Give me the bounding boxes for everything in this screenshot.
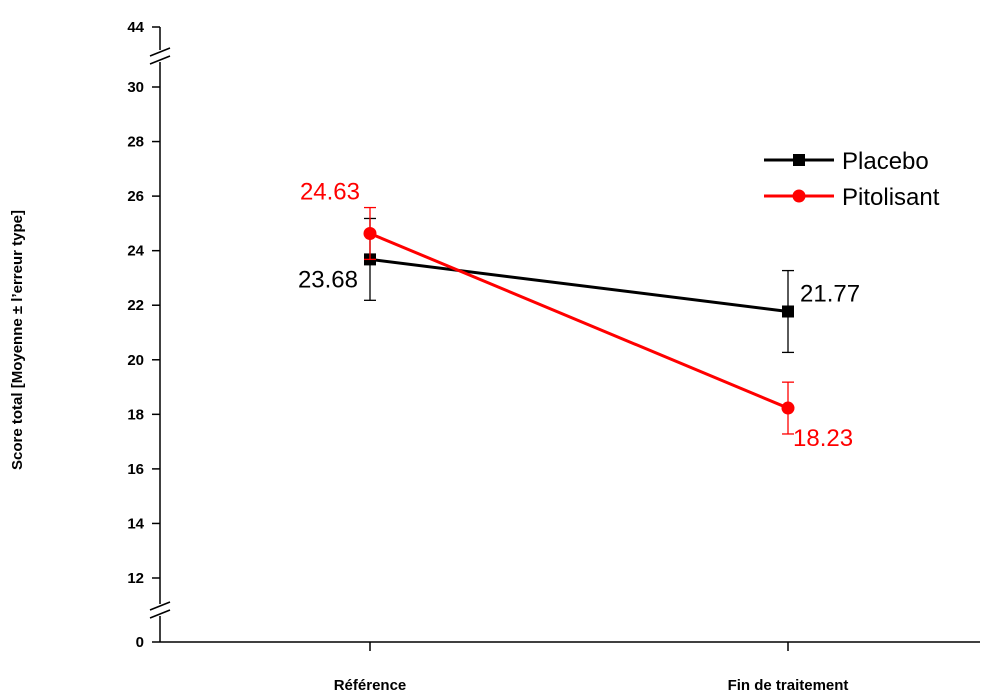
series-pitolisant: 24.63 18.23 [300, 178, 853, 452]
series-line [369, 257, 789, 313]
y-axis-label: Score total [Moyenne ± l’erreur type] [9, 210, 26, 470]
y-axis-ticks: 0 12 14 16 18 20 22 24 26 28 30 44 [127, 19, 160, 651]
data-label: 18.23 [793, 425, 853, 452]
legend-marker [792, 189, 806, 203]
legend-label: Placebo [842, 148, 929, 175]
axis-break-gap-bottom [150, 604, 170, 616]
legend: Placebo Pitolisant [764, 148, 940, 211]
y-tick-label: 30 [127, 79, 144, 96]
axis-break-mark [149, 601, 171, 611]
y-tick-label: 14 [127, 515, 144, 532]
y-tick-label: 16 [127, 461, 144, 478]
legend-label: Pitolisant [842, 184, 940, 211]
legend-item: Pitolisant [764, 184, 940, 211]
data-point-marker [781, 401, 795, 415]
y-tick-label: 44 [127, 19, 144, 36]
y-tick-label: 18 [127, 406, 144, 423]
y-tick-label: 24 [127, 243, 144, 260]
axis-break-mark [149, 47, 171, 57]
axes [149, 27, 980, 643]
x-category-label: Référence [334, 677, 407, 694]
legend-marker [793, 154, 805, 166]
data-point-marker [363, 226, 377, 240]
series-line [369, 232, 789, 410]
x-category-label: Fin de traitement [728, 677, 849, 694]
y-tick-label: 28 [127, 134, 144, 151]
y-tick-label: 12 [127, 570, 144, 587]
axis-break-gap-top [150, 50, 170, 62]
data-label: 21.77 [800, 280, 860, 307]
x-axis-categories: Référence Fin de traitement [334, 642, 849, 694]
data-label: 24.63 [300, 178, 360, 205]
axis-break-mark [149, 55, 171, 65]
axis-break-mark [149, 609, 171, 619]
data-label: 23.68 [298, 266, 358, 293]
y-tick-label: 26 [127, 188, 144, 205]
legend-item: Placebo [764, 148, 929, 175]
data-point-marker [782, 305, 794, 318]
y-tick-label: 20 [127, 352, 144, 369]
y-tick-label: 0 [136, 634, 144, 651]
series-layer: 23.68 21.77 24.63 18.23 [298, 178, 860, 452]
y-tick-label: 22 [127, 297, 144, 314]
